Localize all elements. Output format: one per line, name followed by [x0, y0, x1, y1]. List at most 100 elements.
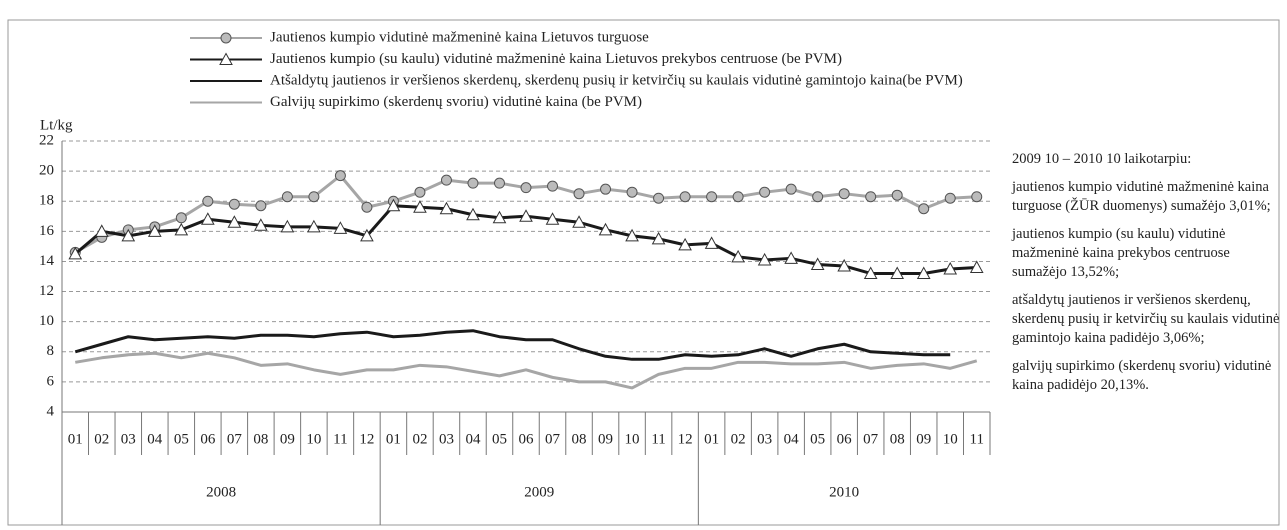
legend-label: Atšaldytų jautienos ir veršienos skerden… [270, 72, 963, 88]
x-tick-label: 06 [200, 431, 216, 447]
point [202, 195, 214, 207]
legend-marker [219, 52, 233, 65]
x-tick-label: 06 [837, 431, 853, 447]
y-tick-label: 22 [39, 132, 54, 148]
x-tick-label: 12 [678, 431, 693, 447]
x-tick-label: 05 [810, 431, 825, 447]
x-tick-label: 02 [731, 431, 746, 447]
point [174, 222, 189, 236]
x-tick-label: 08 [253, 431, 268, 447]
point [440, 174, 452, 186]
point [200, 212, 215, 225]
x-tick-label: 10 [306, 431, 321, 447]
x-tick-label: 12 [359, 431, 374, 447]
point [838, 188, 850, 200]
point [704, 236, 719, 249]
point [493, 177, 505, 189]
x-tick-label: 03 [439, 431, 454, 447]
x-tick-label: 06 [519, 431, 535, 447]
point [944, 192, 956, 204]
point [572, 215, 586, 228]
point [227, 215, 242, 228]
y-tick-label: 14 [39, 253, 55, 269]
y-tick-label: 20 [39, 163, 54, 179]
legend-label: Jautienos kumpio vidutinė mažmeninė kain… [270, 29, 649, 45]
point [519, 209, 533, 222]
point [228, 198, 240, 210]
point [361, 201, 373, 213]
point [334, 170, 346, 182]
y-tick-label: 6 [47, 373, 55, 389]
x-tick-label: 05 [174, 431, 189, 447]
x-tick-label: 11 [970, 431, 984, 447]
point [679, 191, 691, 203]
point [121, 228, 136, 242]
point [281, 191, 293, 203]
point [678, 237, 692, 251]
point [943, 261, 958, 275]
y-tick-label: 12 [39, 283, 54, 299]
x-tick-label: 03 [757, 431, 772, 447]
x-tick-label: 11 [333, 431, 347, 447]
legend-label: Jautienos kumpio (su kaulu) vidutinė maž… [270, 51, 842, 67]
year-label: 2008 [206, 484, 236, 500]
x-tick-label: 02 [412, 431, 427, 447]
point [863, 266, 878, 279]
year-label: 2010 [829, 484, 859, 500]
annotations: 2009 10 – 2010 10 laikotarpiu: jautienos … [1012, 150, 1280, 404]
point [757, 252, 772, 266]
point [94, 224, 109, 237]
y-tick-label: 18 [39, 193, 54, 209]
x-tick-label: 10 [625, 431, 640, 447]
point [466, 207, 480, 221]
point [891, 189, 903, 201]
y-tick-label: 8 [47, 343, 55, 359]
x-tick-label: 04 [784, 431, 800, 447]
legend-label: Galvijų supirkimo (skerdenų svoriu) vidu… [270, 94, 642, 110]
series-line [75, 351, 978, 390]
x-tick-label: 09 [598, 431, 613, 447]
x-tick-label: 07 [545, 431, 561, 447]
legend-marker [220, 32, 232, 44]
x-tick-label: 08 [572, 431, 587, 447]
x-tick-label: 05 [492, 431, 507, 447]
frame [7, 19, 1280, 526]
point [706, 191, 718, 203]
point [598, 222, 613, 236]
x-tick-label: 04 [465, 431, 481, 447]
point [625, 228, 639, 242]
x-tick-label: 09 [280, 431, 295, 447]
x-tick-label: 07 [863, 431, 879, 447]
y-axis-label: Lt/kg [40, 117, 73, 133]
point [785, 183, 797, 195]
point [333, 221, 348, 234]
x-tick-label: 08 [890, 431, 905, 447]
annotation: atšaldytų jautienos ir veršienos skerden… [1012, 292, 1280, 346]
annotation: 2009 10 – 2010 10 laikotarpiu: [1012, 151, 1192, 167]
x-tick-label: 01 [704, 431, 719, 447]
point [651, 231, 666, 245]
point [414, 186, 426, 198]
annotation: jautienos kumpio (su kaulu) vidutinė maž… [1012, 226, 1230, 280]
x-tick-label: 01 [68, 431, 83, 447]
point [812, 191, 824, 203]
point [545, 212, 560, 225]
x-tick-label: 09 [916, 431, 931, 447]
point [308, 191, 320, 203]
point [386, 198, 401, 212]
point [837, 258, 852, 272]
point [759, 186, 771, 198]
point [626, 186, 638, 198]
series-line [74, 329, 951, 361]
point [653, 192, 665, 204]
x-tick-label: 11 [651, 431, 665, 447]
point [254, 218, 268, 231]
y-tick-label: 4 [47, 403, 55, 419]
point [890, 266, 905, 279]
point [784, 251, 798, 264]
point [573, 188, 585, 200]
point [732, 191, 744, 203]
x-tick-label: 10 [943, 431, 958, 447]
